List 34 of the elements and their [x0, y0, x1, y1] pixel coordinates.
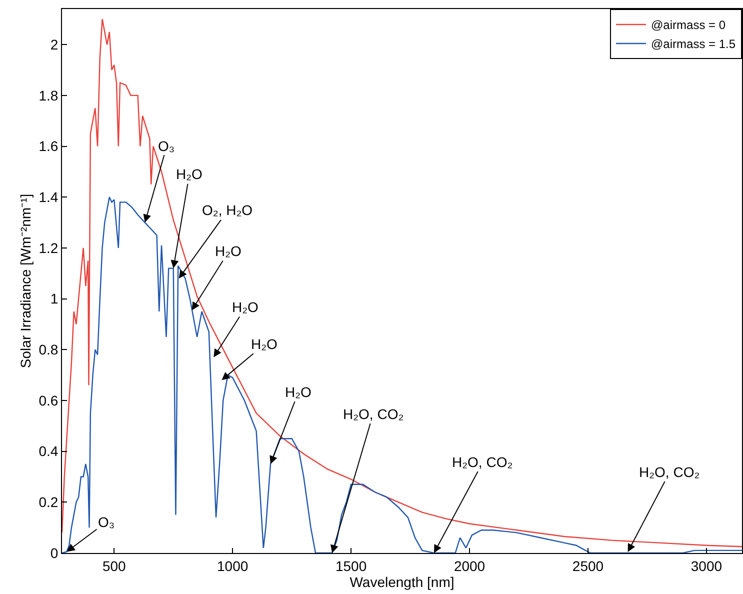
x-tick-label: 2000	[454, 558, 486, 574]
annotation: O₃	[98, 514, 115, 530]
x-tick-label: 1500	[335, 558, 367, 574]
y-tick-label: 0.8	[38, 342, 58, 358]
y-tick-label: 0	[50, 544, 58, 561]
annotation: H₂O, CO₂	[343, 406, 404, 422]
x-tick-label: 500	[102, 558, 126, 574]
y-axis-title: Solar Irradiance [Wm⁻²nm⁻¹]	[17, 194, 34, 368]
y-tick-label: 2	[50, 36, 58, 52]
legend-label: @airmass = 1.5	[651, 37, 736, 52]
x-axis-title: Wavelength [nm]	[350, 574, 454, 590]
annotation: O₃	[158, 138, 175, 154]
annotation: H₂O, CO₂	[452, 454, 513, 470]
legend-label: @airmass = 0	[651, 18, 726, 32]
annotation: O₂, H₂O	[202, 202, 253, 218]
line-series	[62, 18, 742, 548]
annotation: H₂O	[176, 166, 203, 182]
annotation: H₂O, CO₂	[639, 464, 700, 480]
y-tick-label: 0.4	[38, 443, 58, 460]
x-tick-label: 1000	[217, 558, 248, 574]
annotation: H₂O	[232, 299, 259, 315]
y-tick-label: 1.8	[38, 87, 58, 104]
y-tick-label: 0.2	[38, 494, 58, 510]
x-tick-label: 3000	[690, 558, 722, 574]
annotation: H₂O	[251, 336, 278, 352]
x-tick-label: 2500	[572, 558, 604, 574]
annotation: H₂O	[285, 384, 312, 400]
y-tick-label: 1.2	[38, 240, 58, 256]
y-tick-label: 1.6	[38, 138, 58, 154]
y-tick-label: 0.6	[38, 392, 58, 408]
line-series	[62, 196, 742, 553]
annotation: H₂O	[215, 243, 242, 259]
y-tick-label: 1.4	[38, 189, 58, 206]
y-tick-label: 1	[50, 290, 58, 307]
